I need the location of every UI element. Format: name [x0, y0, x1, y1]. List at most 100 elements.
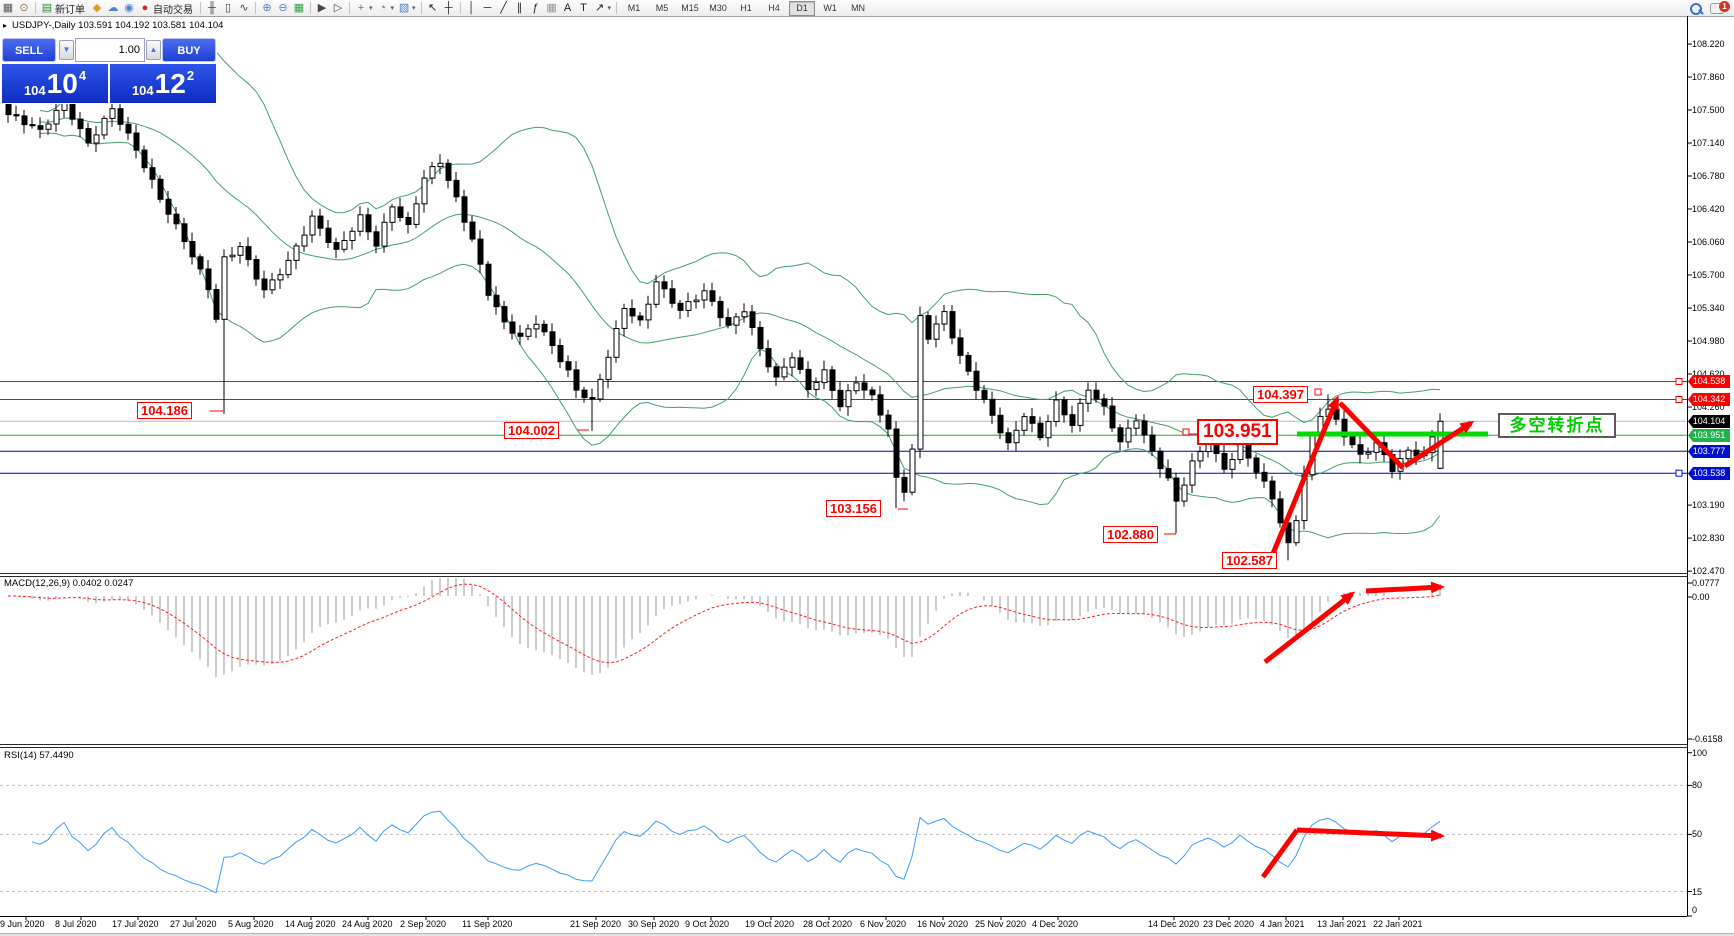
volume-increase-button[interactable]: ▲ [146, 40, 161, 60]
date-label: 28 Oct 2020 [803, 919, 853, 929]
date-label: 2 Sep 2020 [400, 919, 447, 929]
price-axis-label: 106.060 [1692, 237, 1725, 247]
cycles-icon[interactable]: ▦ [546, 2, 557, 14]
candle-body [213, 289, 220, 320]
timeframe-d1[interactable]: D1 [789, 0, 816, 16]
fibonacci-icon[interactable]: ƒ [532, 2, 539, 14]
candle-chart-icon[interactable]: ▯ [224, 2, 232, 14]
chart-shift-icon[interactable]: ▷ [333, 2, 343, 14]
tile-windows-icon[interactable]: ▦ [293, 2, 305, 14]
price-label[interactable]: 103.156 [826, 500, 881, 517]
line-chart-icon[interactable]: ∿ [239, 2, 249, 14]
candle-body [1165, 468, 1172, 479]
price-axis-label: 106.420 [1692, 204, 1725, 214]
candle-body [1053, 399, 1060, 422]
candle-body [253, 259, 260, 280]
chevron-down-icon[interactable]: ▾ [390, 5, 395, 12]
main-pane[interactable] [0, 51, 1687, 561]
autotrade-icon-label[interactable]: 自动交易 [153, 4, 193, 16]
zoom-in-icon[interactable]: ⊕ [262, 2, 272, 14]
date-label: 6 Nov 2020 [860, 919, 907, 929]
price-label[interactable]: 103.951 [1197, 419, 1278, 445]
trend-arrow[interactable] [1338, 401, 1405, 470]
price-label[interactable]: 104.397 [1253, 386, 1308, 403]
line-handle[interactable] [1675, 396, 1683, 403]
notifications-icon[interactable]: 1 [1710, 1, 1730, 16]
price-label[interactable]: 102.587 [1222, 552, 1277, 569]
price-label[interactable]: 104.002 [504, 422, 559, 439]
candle-body [421, 177, 428, 205]
chevron-down-icon[interactable]: ▾ [607, 5, 612, 12]
autotrade-icon[interactable]: ● [141, 2, 149, 14]
new-order-icon[interactable]: ▤ [41, 2, 53, 14]
window-footer [0, 933, 1734, 936]
trendline-icon[interactable]: ╱ [500, 2, 507, 14]
candle-body [125, 123, 132, 134]
auto-scroll-icon[interactable]: ▶ [317, 2, 327, 14]
zoom-out-icon[interactable]: ⊖ [278, 2, 288, 14]
price-axis-label: 105.700 [1692, 270, 1725, 280]
volume-decrease-button[interactable]: ▼ [59, 40, 74, 60]
macd-pane[interactable] [8, 572, 1441, 677]
candle-body [861, 382, 868, 391]
price-badge: 103.951 [1688, 429, 1730, 442]
candle-body [1221, 453, 1228, 470]
candle-body [237, 246, 244, 256]
timeframe-w1[interactable]: W1 [823, 2, 837, 13]
trend-arrow[interactable] [1296, 827, 1445, 842]
cursor-icon[interactable]: ↖ [427, 2, 438, 14]
sell-button[interactable]: SELL [2, 38, 56, 62]
buy-button[interactable]: BUY [162, 38, 216, 62]
bar-chart-icon[interactable]: ╫ [208, 2, 216, 14]
candle-body [109, 108, 116, 119]
timeframe-h1[interactable]: H1 [740, 2, 752, 13]
line-handle[interactable] [1675, 469, 1683, 477]
new-order-icon-label[interactable]: 新订单 [55, 4, 85, 16]
indicators-add-icon[interactable]: + [357, 2, 365, 14]
trend-arrow[interactable] [1403, 420, 1475, 469]
channel-icon[interactable]: ∥ [516, 2, 523, 14]
crosshair-icon[interactable]: ┼ [444, 2, 453, 14]
timeframe-m1[interactable]: M1 [627, 2, 641, 13]
data-preview-icon[interactable]: ⊙ [19, 2, 29, 14]
signal-icon[interactable]: ◉ [124, 2, 134, 14]
period-icon[interactable]: ◔ [379, 2, 386, 14]
timeframe-m15[interactable]: M15 [681, 2, 699, 13]
turn-point-label[interactable]: 多空转折点 [1498, 413, 1616, 438]
profile-icon[interactable]: ☁ [107, 2, 119, 14]
trend-arrow[interactable] [1260, 828, 1300, 879]
trend-arrows[interactable] [1260, 395, 1475, 879]
candle-body [941, 311, 948, 325]
price-badge: 104.538 [1688, 375, 1730, 388]
arrows-icon[interactable]: ↗ [594, 2, 605, 14]
trend-arrow[interactable] [1269, 395, 1340, 557]
trend-arrow[interactable] [1263, 591, 1356, 664]
template-icon[interactable]: ▧ [398, 2, 410, 14]
candle-body [485, 263, 492, 296]
date-label: 23 Dec 2020 [1203, 919, 1255, 929]
horizontal-line-icon[interactable]: ─ [483, 2, 492, 14]
trend-arrow[interactable] [1365, 581, 1445, 594]
line-handle[interactable] [1675, 378, 1683, 385]
text-icon[interactable]: A [563, 2, 572, 14]
search-icon[interactable] [1688, 2, 1704, 16]
sell-price[interactable]: 104 10 4 [2, 64, 108, 103]
vertical-line-icon[interactable]: │ [468, 2, 475, 14]
chevron-down-icon[interactable]: ▾ [412, 5, 416, 12]
symbol-marker-icon: ▸ [3, 21, 8, 30]
volume-input[interactable] [75, 38, 145, 62]
timeframe-h4[interactable]: H4 [768, 2, 780, 13]
label-icon[interactable]: T [580, 2, 587, 14]
buy-price[interactable]: 104 12 2 [110, 64, 216, 103]
timeframe-m5[interactable]: M5 [655, 2, 669, 13]
price-label[interactable]: 102.880 [1103, 526, 1158, 543]
rsi-pane[interactable] [0, 784, 1687, 894]
chevron-down-icon[interactable]: ▾ [369, 5, 373, 12]
price-label[interactable]: 104.186 [137, 402, 192, 419]
candle-body [77, 118, 84, 130]
chart-window-icon[interactable]: ▦ [2, 2, 14, 14]
timeframe-m30[interactable]: M30 [709, 2, 727, 13]
styles-bucket-icon[interactable]: ◆ [92, 2, 102, 14]
timeframe-mn[interactable]: MN [851, 2, 866, 13]
